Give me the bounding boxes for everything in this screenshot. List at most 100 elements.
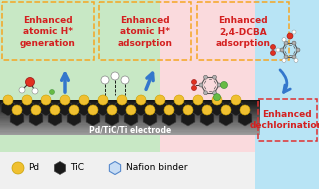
Polygon shape: [115, 100, 129, 116]
Circle shape: [292, 55, 296, 59]
Bar: [0, 102, 260, 104]
Circle shape: [12, 162, 24, 174]
Circle shape: [88, 105, 98, 115]
Circle shape: [50, 105, 60, 115]
Circle shape: [41, 95, 51, 105]
Bar: [0, 126, 260, 127]
Polygon shape: [191, 100, 205, 116]
Text: Enhanced
atomic H*
generation: Enhanced atomic H* generation: [20, 16, 76, 48]
Circle shape: [292, 41, 296, 45]
Text: Enhanced
2,4-DCBA
adsorption: Enhanced 2,4-DCBA adsorption: [216, 16, 271, 48]
Bar: [0, 130, 260, 132]
Circle shape: [231, 95, 241, 105]
Circle shape: [282, 38, 286, 42]
Circle shape: [276, 48, 280, 52]
Polygon shape: [105, 110, 119, 126]
Polygon shape: [86, 110, 100, 126]
Circle shape: [213, 94, 220, 101]
Circle shape: [174, 95, 184, 105]
Circle shape: [101, 76, 109, 84]
Circle shape: [136, 95, 146, 105]
Text: Pd: Pd: [28, 163, 39, 173]
Polygon shape: [124, 110, 138, 126]
Bar: [0, 112, 260, 113]
Polygon shape: [77, 100, 91, 116]
Bar: [0, 133, 260, 134]
Polygon shape: [48, 110, 62, 126]
Bar: [0, 134, 260, 135]
Bar: [0, 127, 260, 128]
Circle shape: [164, 105, 174, 115]
Polygon shape: [219, 110, 233, 126]
Bar: [0, 152, 255, 189]
Circle shape: [183, 105, 193, 115]
Circle shape: [145, 105, 155, 115]
Circle shape: [69, 105, 79, 115]
Circle shape: [117, 95, 127, 105]
Polygon shape: [96, 100, 110, 116]
Circle shape: [202, 105, 212, 115]
Bar: [0, 107, 260, 108]
Bar: [0, 118, 260, 119]
Bar: [0, 123, 260, 125]
Polygon shape: [153, 100, 167, 116]
Bar: [0, 120, 260, 121]
Polygon shape: [238, 110, 252, 126]
Circle shape: [282, 58, 286, 62]
Circle shape: [3, 95, 13, 105]
Circle shape: [191, 80, 197, 84]
Circle shape: [79, 95, 89, 105]
Circle shape: [121, 76, 129, 84]
Polygon shape: [67, 110, 81, 126]
Circle shape: [287, 33, 293, 39]
Bar: [0, 121, 260, 122]
Polygon shape: [143, 110, 157, 126]
Circle shape: [31, 105, 41, 115]
Polygon shape: [134, 100, 148, 116]
Bar: [0, 128, 260, 129]
Bar: [0, 105, 260, 106]
Bar: [0, 0, 160, 152]
Circle shape: [191, 85, 197, 91]
Circle shape: [199, 83, 203, 87]
Circle shape: [271, 44, 276, 50]
Circle shape: [126, 105, 136, 115]
Bar: [0, 106, 260, 107]
Circle shape: [49, 90, 55, 94]
Bar: [0, 111, 260, 112]
Circle shape: [98, 95, 108, 105]
Polygon shape: [1, 100, 15, 116]
Circle shape: [212, 95, 222, 105]
Bar: [0, 113, 260, 114]
Circle shape: [155, 95, 165, 105]
Circle shape: [22, 95, 32, 105]
Bar: [0, 109, 260, 111]
Bar: [0, 122, 260, 123]
Text: TiC: TiC: [70, 163, 84, 173]
Circle shape: [271, 50, 276, 56]
Bar: [0, 116, 260, 118]
Bar: [0, 115, 260, 116]
Circle shape: [107, 105, 117, 115]
Bar: [160, 0, 260, 152]
Text: Nafion binder: Nafion binder: [126, 163, 188, 173]
Bar: [0, 100, 260, 101]
Polygon shape: [210, 100, 224, 116]
Circle shape: [284, 55, 288, 59]
Polygon shape: [29, 110, 43, 126]
Circle shape: [60, 95, 70, 105]
Bar: [0, 125, 260, 126]
Bar: [0, 104, 260, 105]
Text: Enhanced
dechlorination: Enhanced dechlorination: [250, 110, 319, 130]
Circle shape: [240, 105, 250, 115]
Text: Enhanced
atomic H*
adsorption: Enhanced atomic H* adsorption: [117, 16, 173, 48]
Text: Pd/TiC/Ti electrode: Pd/TiC/Ti electrode: [89, 125, 171, 135]
Polygon shape: [109, 161, 121, 174]
Circle shape: [221, 105, 231, 115]
Circle shape: [292, 30, 296, 34]
Circle shape: [212, 75, 217, 79]
Bar: [0, 108, 260, 109]
Bar: [0, 114, 260, 115]
Circle shape: [204, 91, 207, 95]
Polygon shape: [229, 100, 243, 116]
